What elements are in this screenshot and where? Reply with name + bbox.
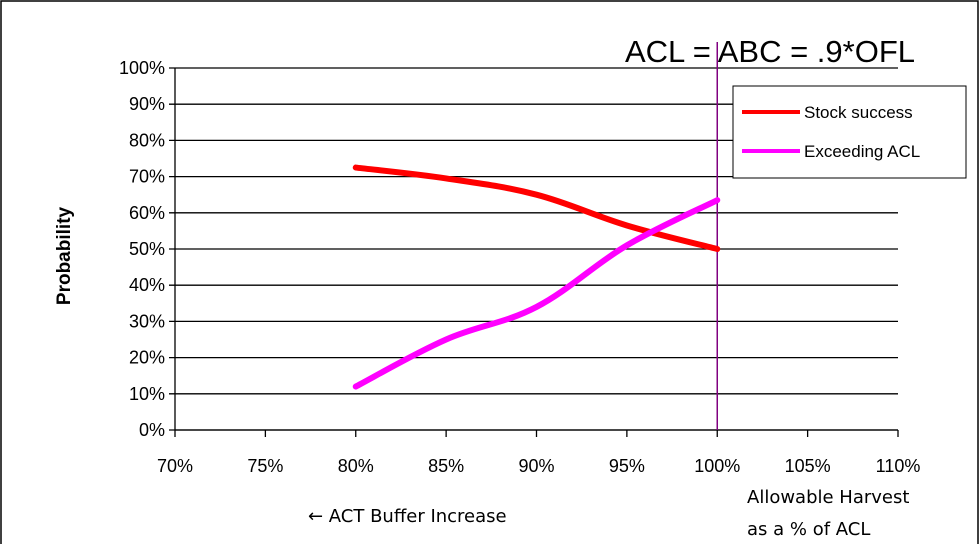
legend-box: [732, 85, 967, 179]
y-axis-label: Probability: [54, 206, 75, 305]
x-tick-label: 90%: [518, 456, 554, 476]
y-tick-label: 30%: [129, 311, 165, 331]
x-tick-labels: 70% 75% 80% 85% 90% 95% 100% 105% 110%: [157, 456, 920, 476]
act-buffer-note: ← ACT Buffer Increase: [308, 506, 507, 527]
y-tick-label: 10%: [129, 384, 165, 404]
x-tick-label: 100%: [694, 456, 740, 476]
y-tick-label: 70%: [129, 167, 165, 187]
x-tick-label: 80%: [338, 456, 374, 476]
series-lines: [352, 164, 721, 390]
x-tick-label: 110%: [876, 456, 921, 476]
legend-label-exceeding-acl: Exceeding ACL: [804, 142, 920, 161]
x-tick-label: 85%: [428, 456, 464, 476]
axes: [174, 68, 899, 437]
y-tick-label: 80%: [129, 130, 165, 150]
y-tick-label: 40%: [129, 275, 165, 295]
allowable-harvest-note-line2: as a % of ACL: [747, 519, 870, 540]
y-tick-label: 90%: [129, 94, 165, 114]
y-tick-labels: 0% 10% 20% 30% 40% 50% 60% 70% 80% 90% 100%: [119, 58, 165, 440]
allowable-harvest-note-line1: Allowable Harvest: [747, 487, 909, 508]
y-tick-label: 50%: [129, 239, 165, 259]
y-tick-label: 0%: [139, 420, 165, 440]
chart-title: ACL = ABC = .9*OFL: [625, 34, 915, 69]
series-line-stock-success: [352, 164, 721, 252]
legend: Stock success Exceeding ACL: [732, 85, 967, 179]
x-tick-label: 70%: [157, 456, 193, 476]
x-tick-label: 95%: [609, 456, 645, 476]
y-tick-label: 100%: [119, 58, 165, 78]
legend-label-stock-success: Stock success: [804, 103, 913, 122]
x-tick-label: 75%: [247, 456, 283, 476]
y-tick-label: 60%: [129, 203, 165, 223]
y-tick-label: 20%: [129, 348, 165, 368]
x-tick-label: 105%: [785, 456, 831, 476]
series-line-exceeding-acl: [352, 197, 721, 390]
